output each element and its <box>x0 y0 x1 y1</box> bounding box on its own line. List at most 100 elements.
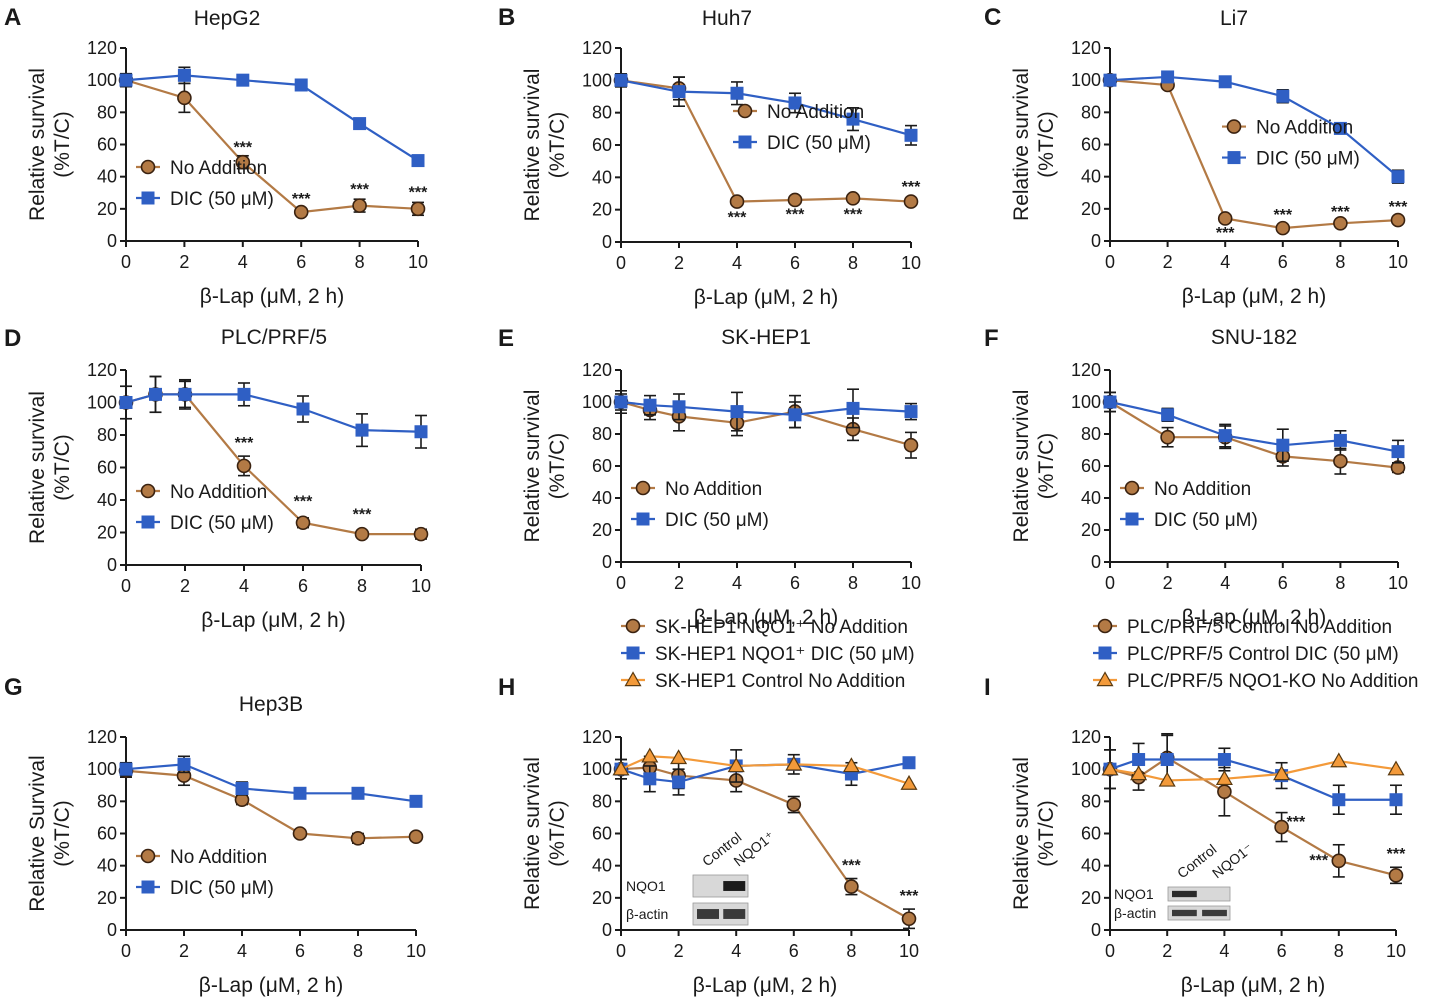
y-axis-title: Relative survival <box>521 757 544 910</box>
series-line <box>1109 400 1399 453</box>
series-1 <box>1102 732 1404 885</box>
legend-label: PLC/PRF/5 Control No Addition <box>1127 617 1392 638</box>
legend-marker <box>140 483 156 499</box>
legend-marker <box>635 480 651 496</box>
legend-label: SK-HEP1 Control No Addition <box>655 671 905 692</box>
y-axis-title: Relative survival <box>1010 68 1033 221</box>
y-tick-label: 0 <box>1091 231 1101 251</box>
y-tick-label: 60 <box>592 824 612 844</box>
y-tick-label: 60 <box>97 824 117 844</box>
chart-title: SK-HEP1 <box>721 326 811 349</box>
data-point <box>842 757 860 773</box>
chart-title: SNU-182 <box>1211 326 1297 349</box>
x-axis-title: β-Lap (μM, 2 h) <box>694 286 838 309</box>
legend-label: No Addition <box>170 482 267 503</box>
data-point <box>414 425 428 439</box>
chart-title: Huh7 <box>702 7 752 30</box>
significance-label: *** <box>900 888 919 905</box>
x-tick-label: 6 <box>295 941 305 961</box>
y-tick-label: 60 <box>1081 824 1101 844</box>
data-point <box>1158 771 1176 787</box>
series-line <box>125 763 417 803</box>
data-point <box>409 794 423 808</box>
data-point <box>1332 793 1346 807</box>
legend-marker <box>1125 512 1139 526</box>
data-point <box>119 762 133 776</box>
data-point <box>1275 220 1291 236</box>
panel-e: E SK-HEP1 0 20 40 60 80 100 120 0 2 4 6 8 10 β-Lap (μM,… <box>498 325 921 629</box>
legend-marker <box>1098 646 1112 660</box>
x-tick-label: 0 <box>1105 252 1115 272</box>
data-point <box>1333 433 1347 447</box>
x-tick-label: 4 <box>239 576 249 596</box>
y-tick-label: 120 <box>1071 38 1101 58</box>
x-tick-label: 0 <box>121 252 131 272</box>
legend-label: PLC/PRF/5 NQO1-KO No Addition <box>1127 671 1418 692</box>
data-point <box>1218 75 1232 89</box>
y-axis-title: Relative Survival <box>26 755 49 911</box>
legend-label: DIC (50 μM) <box>170 189 274 210</box>
significance-label: *** <box>902 179 921 196</box>
x-tick-label: 4 <box>732 253 742 273</box>
data-point <box>293 204 309 220</box>
series-line <box>125 769 417 840</box>
legend-marker <box>1097 618 1113 634</box>
chart-title: HepG2 <box>194 7 261 30</box>
data-point <box>846 112 860 126</box>
series-1 <box>118 763 424 846</box>
y-tick-label: 80 <box>1081 102 1101 122</box>
x-tick-label: 0 <box>616 573 626 593</box>
y-axis-subtitle: (%T/C) <box>1035 800 1058 867</box>
data-point <box>235 154 251 170</box>
legend-label: PLC/PRF/5 Control DIC (50 μM) <box>1127 644 1399 665</box>
data-point <box>787 192 803 208</box>
y-tick-label: 20 <box>592 888 612 908</box>
x-axis-title: β-Lap (μM, 2 h) <box>201 609 345 632</box>
x-tick-label: 10 <box>1388 573 1408 593</box>
y-tick-label: 80 <box>97 425 117 445</box>
panel-g: G Hep3B 0 20 40 60 80 100 120 0 2 4 6 8 10 β-Lap (μM, 2… <box>4 674 426 997</box>
data-point <box>1103 395 1117 409</box>
x-tick-label: 2 <box>1163 573 1173 593</box>
chart-title: Hep3B <box>239 693 303 716</box>
y-tick-label: 80 <box>592 791 612 811</box>
data-point <box>788 408 802 422</box>
panel-b: B Huh7 0 20 40 60 80 100 120 0 2 4 6 8 10 β-Lap (μM, 2 … <box>498 4 921 309</box>
legend: No Addition DIC (50 μM) <box>136 158 274 210</box>
panel-f: F SNU-182 0 20 40 60 80 100 120 0 2 4 6 8 10 β-Lap (μM,… <box>984 325 1408 629</box>
data-point <box>236 73 250 87</box>
x-tick-label: 6 <box>790 253 800 273</box>
data-point <box>296 402 310 416</box>
y-tick-label: 80 <box>97 102 117 122</box>
legend-marker <box>624 671 642 687</box>
y-tick-label: 20 <box>1081 199 1101 219</box>
x-tick-label: 8 <box>848 573 858 593</box>
legend-label: No Addition <box>170 847 267 868</box>
x-tick-label: 10 <box>901 253 921 273</box>
x-tick-label: 4 <box>732 573 742 593</box>
panel-letter: F <box>984 325 999 352</box>
x-tick-label: 10 <box>901 573 921 593</box>
x-tick-label: 2 <box>674 941 684 961</box>
series-3 <box>612 747 918 790</box>
y-tick-label: 20 <box>592 200 612 220</box>
y-tick-label: 20 <box>1081 888 1101 908</box>
significance-label: *** <box>353 507 372 524</box>
y-tick-label: 0 <box>602 552 612 572</box>
x-tick-label: 2 <box>180 576 190 596</box>
legend: No Addition DIC (50 μM) <box>631 479 769 531</box>
x-tick-label: 6 <box>1278 252 1288 272</box>
series-line <box>125 74 419 162</box>
blot-row-label: β-actin <box>1114 905 1156 921</box>
data-point <box>353 117 367 131</box>
data-point <box>237 387 251 401</box>
legend-marker <box>141 880 155 894</box>
series-line <box>620 79 912 137</box>
legend-marker <box>141 515 155 529</box>
data-point <box>1333 121 1347 135</box>
data-point <box>730 405 744 419</box>
y-tick-label: 0 <box>1091 920 1101 940</box>
y-tick-label: 0 <box>107 555 117 575</box>
y-tick-label: 40 <box>97 167 117 187</box>
